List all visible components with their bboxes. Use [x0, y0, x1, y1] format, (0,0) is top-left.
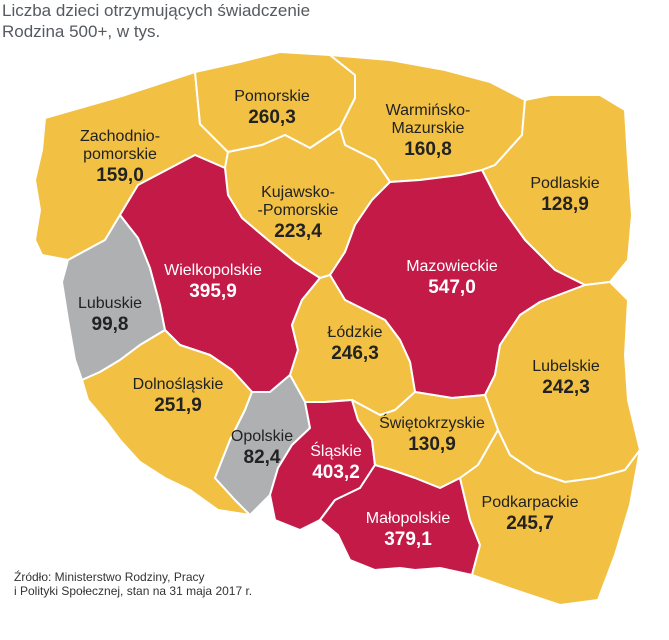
label-wielkopolskie: Wielkopolskie 395,9: [164, 262, 262, 302]
label-slaskie: Śląskie 403,2: [310, 443, 362, 483]
label-lubelskie: Lubelskie 242,3: [532, 358, 600, 398]
label-swietokrzyskie: Świętokrzyskie 130,9: [379, 415, 485, 455]
source-line-2: i Polityki Społecznej, stan na 31 maja 2…: [14, 584, 253, 598]
label-lubuskie: Lubuskie 99,8: [77, 295, 143, 335]
label-podkarpackie: Podkarpackie 245,7: [481, 494, 579, 534]
label-mazowieckie: Mazowieckie 547,0: [406, 258, 498, 298]
map-title: Liczba dzieci otrzymujących świadczenie …: [2, 0, 310, 42]
label-kujawsko-pomorskie: Kujawsko- -Pomorskie 223,4: [257, 184, 339, 242]
source-line-1: Źródło: Ministerstwo Rodziny, Pracy: [14, 570, 205, 584]
region-malopolskie[interactable]: [319, 464, 481, 576]
label-lodzkie: Łódzkie 246,3: [327, 324, 383, 364]
label-zachodniopomorskie: Zachodnio- pomorskie 159,0: [79, 128, 161, 186]
label-podlaskie: Podlaskie 128,9: [530, 175, 600, 215]
map-title-line-1: Liczba dzieci otrzymujących świadczenie: [2, 1, 311, 20]
label-pomorskie: Pomorskie 260,3: [234, 88, 310, 128]
label-malopolskie: Małopolskie 379,1: [365, 510, 451, 550]
region-podkarpackie[interactable]: [459, 429, 641, 606]
label-warminsko-mazurskie: Warmińsko- Mazurskie 160,8: [385, 102, 471, 160]
source-note: Źródło: Ministerstwo Rodziny, Pracy i Po…: [14, 570, 252, 598]
map-title-line-2: Rodzina 500+, w tys.: [2, 22, 161, 41]
label-opolskie: Opolskie 82,4: [230, 428, 294, 468]
label-dolnoslaskie: Dolnośląskie 251,9: [132, 376, 224, 416]
